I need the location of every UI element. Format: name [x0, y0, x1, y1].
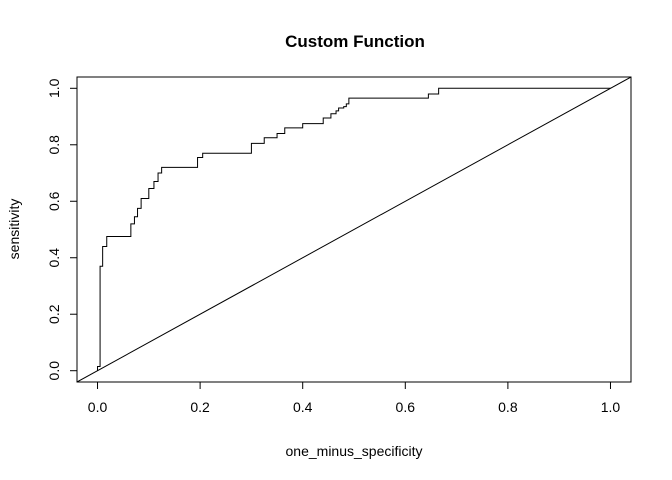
- y-tick-label: 0.6: [46, 191, 62, 211]
- plot-area: [77, 77, 631, 382]
- x-tick-label: 0.0: [88, 399, 108, 415]
- diagonal-reference-line: [77, 77, 631, 382]
- y-axis-label: sensitivity: [6, 199, 22, 260]
- x-tick-label: 0.2: [190, 399, 210, 415]
- y-tick-label: 1.0: [46, 78, 62, 98]
- roc-curve-line: [97, 87, 611, 371]
- chart-title: Custom Function: [285, 32, 425, 51]
- x-tick-label: 0.6: [396, 399, 416, 415]
- x-axis: 0.0 0.2 0.4 0.6 0.8 1.0: [88, 381, 621, 415]
- y-tick-label: 0.4: [46, 248, 62, 268]
- x-tick-label: 0.8: [498, 399, 518, 415]
- x-tick-label: 1.0: [601, 399, 621, 415]
- x-axis-label: one_minus_specificity: [286, 443, 423, 459]
- x-tick-label: 0.4: [293, 399, 313, 415]
- y-tick-label: 0.2: [46, 304, 62, 324]
- y-axis: 0.0 0.2 0.4 0.6 0.8 1.0: [46, 78, 78, 381]
- y-tick-label: 0.8: [46, 135, 62, 155]
- y-tick-label: 0.0: [46, 361, 62, 381]
